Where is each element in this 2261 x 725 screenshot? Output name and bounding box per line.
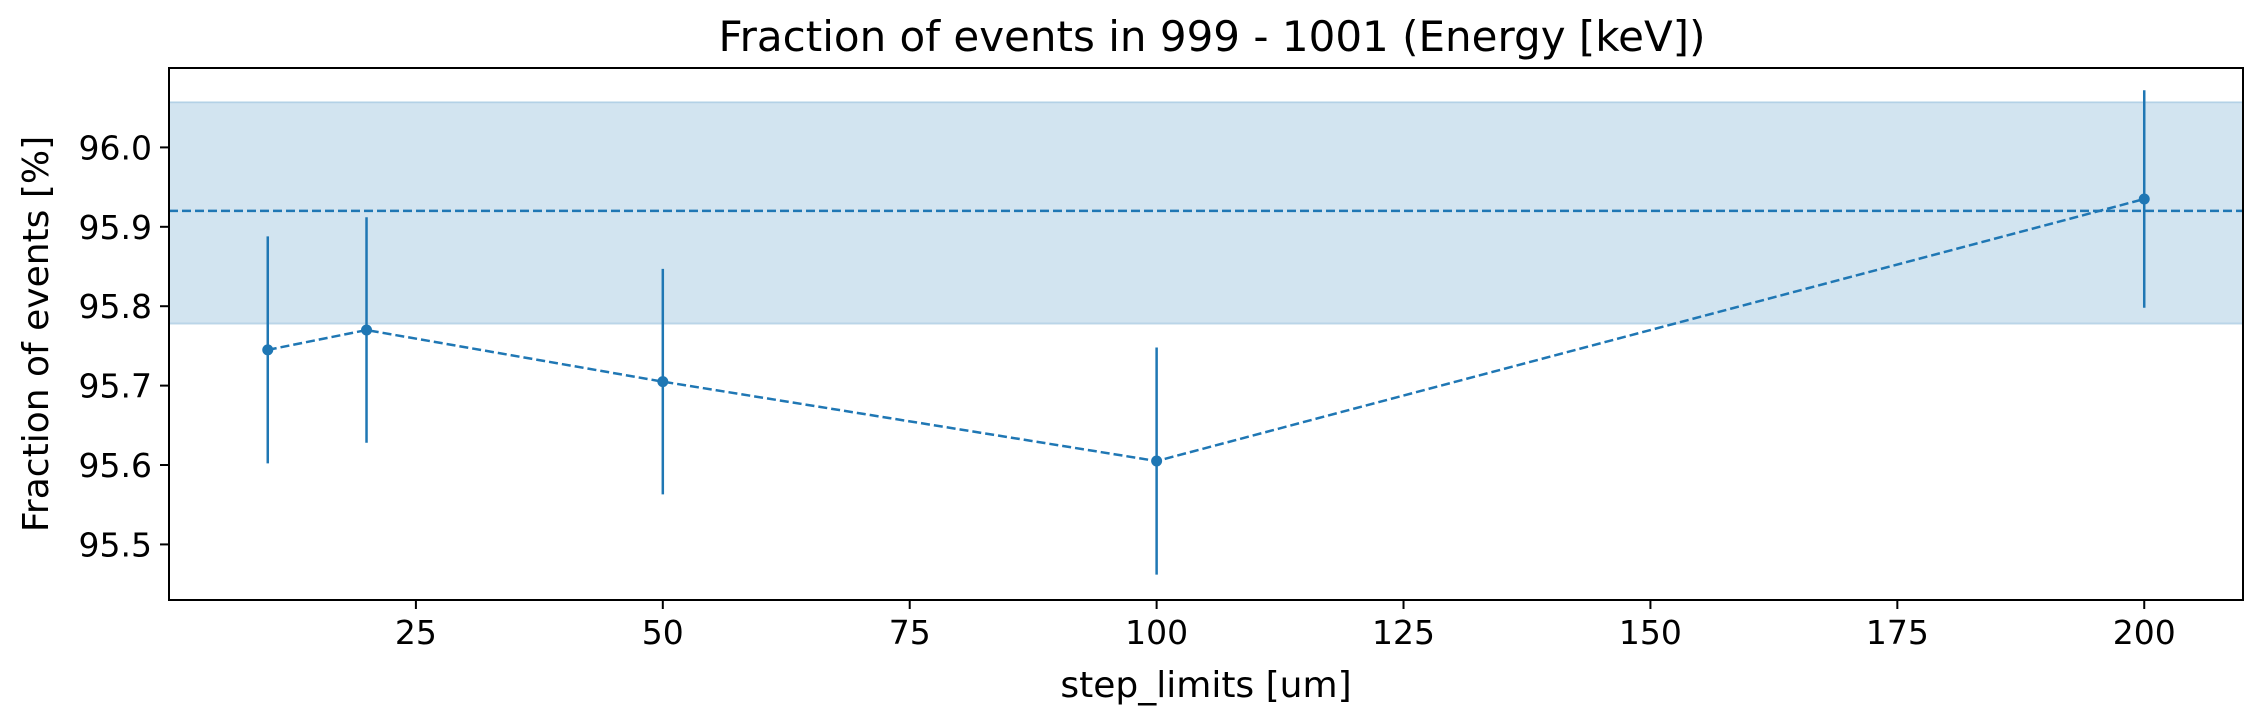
y-axis-label: Fraction of events [%] [16,136,57,532]
x-tick-label: 100 [1125,613,1188,652]
x-tick-label: 75 [889,613,931,652]
plot-frame [168,67,2244,601]
x-tick-label: 25 [395,613,437,652]
x-axis-label: step_limits [um] [1060,665,1351,706]
data-point [262,344,274,356]
y-tick-label: 95.5 [79,525,152,564]
x-tick-label: 50 [642,613,684,652]
y-tick-label: 95.7 [79,367,152,406]
data-point [657,376,669,388]
chart-title: Fraction of events in 999 - 1001 (Energy… [719,12,1706,61]
x-tick-label: 200 [2113,613,2176,652]
y-tick-label: 95.6 [79,446,152,485]
x-tick-label: 125 [1372,613,1435,652]
y-axis: 95.5 95.6 95.7 95.8 95.9 96.0 [79,128,169,564]
y-tick-label: 96.0 [79,128,152,167]
x-axis: 25 50 75 100 125 150 175 200 [395,600,2176,652]
y-tick-label: 95.9 [79,208,152,247]
data-point [361,324,373,336]
series-line [267,197,2145,463]
data-point [1151,455,1163,467]
x-tick-label: 175 [1866,613,1929,652]
data-point [2138,193,2150,205]
y-tick-label: 95.8 [79,287,152,326]
plot-area [168,90,2244,575]
reference-band [168,101,2244,325]
x-tick-label: 150 [1619,613,1682,652]
